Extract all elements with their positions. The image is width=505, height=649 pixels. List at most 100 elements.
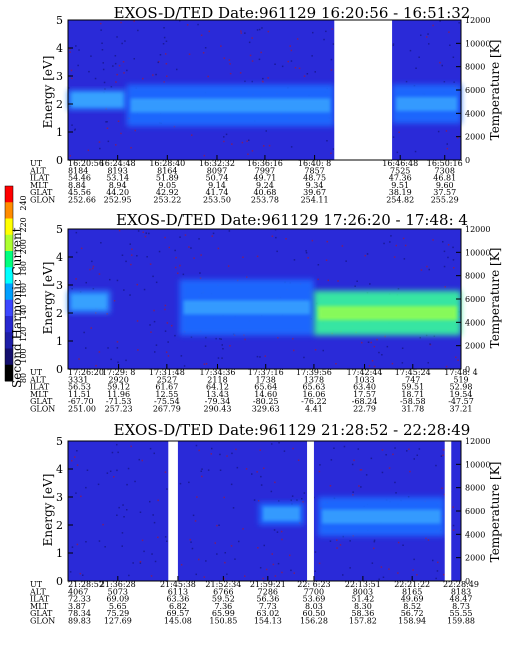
noise-pixel: [100, 242, 102, 244]
noise-pixel: [113, 476, 115, 478]
noise-pixel: [389, 241, 391, 243]
noise-pixel: [230, 545, 233, 547]
orbit-cell: 8.30: [354, 602, 372, 611]
orbit-cell: 290.43: [203, 405, 231, 414]
noise-pixel: [247, 153, 249, 155]
noise-pixel: [369, 283, 371, 285]
noise-pixel: [388, 467, 391, 469]
noise-pixel: [439, 61, 441, 64]
noise-pixel: [149, 447, 152, 450]
y2-tick-label: 8000: [465, 272, 485, 281]
noise-pixel: [265, 130, 267, 132]
noise-pixel: [153, 320, 156, 323]
orbit-cell: -67.70: [68, 397, 94, 406]
noise-pixel: [416, 454, 418, 456]
orbit-row-label: UT: [30, 368, 43, 377]
noise-pixel: [129, 243, 131, 245]
noise-pixel: [163, 36, 166, 39]
noise-pixel: [158, 250, 161, 253]
noise-pixel: [218, 524, 220, 526]
noise-pixel: [83, 331, 85, 334]
intensity-core: [396, 97, 457, 111]
noise-pixel: [78, 49, 80, 51]
y-tick-label: 5: [56, 435, 63, 448]
noise-pixel: [174, 249, 176, 252]
noise-pixel: [203, 363, 206, 365]
noise-pixel: [330, 459, 333, 461]
noise-pixel: [121, 42, 123, 45]
y2-tick-label: 6000: [465, 295, 485, 304]
noise-pixel: [335, 363, 337, 365]
noise-pixel: [390, 235, 392, 237]
noise-pixel: [281, 571, 283, 574]
noise-pixel: [426, 265, 428, 268]
noise-pixel: [166, 75, 168, 77]
y-tick-label: 0: [56, 575, 63, 588]
noise-pixel: [97, 483, 100, 486]
orbit-cell: 69.57: [166, 609, 189, 618]
noise-pixel: [151, 553, 153, 555]
noise-pixel: [164, 471, 167, 473]
noise-pixel: [317, 264, 320, 266]
orbit-cell: 158.94: [398, 617, 426, 626]
orbit-cell: -79.34: [205, 397, 231, 406]
noise-pixel: [124, 40, 126, 42]
noise-pixel: [95, 364, 97, 367]
noise-pixel: [290, 499, 292, 502]
noise-pixel: [227, 265, 230, 267]
orbit-cell: 64.12: [206, 383, 229, 392]
colorbar-tick-label: 100: [19, 348, 28, 363]
noise-pixel: [207, 75, 209, 78]
orbit-cell: 6113: [168, 587, 188, 596]
orbit-cell: 7.36: [214, 602, 232, 611]
noise-pixel: [437, 130, 440, 133]
noise-pixel: [207, 469, 210, 471]
noise-pixel: [276, 531, 279, 533]
noise-pixel: [221, 357, 223, 359]
noise-pixel: [164, 330, 167, 332]
orbit-cell: 251.00: [68, 405, 96, 414]
noise-pixel: [443, 265, 446, 268]
y-tick-label: 1: [56, 126, 63, 139]
colorbar-segment: [5, 332, 13, 349]
noise-pixel: [87, 149, 90, 152]
noise-pixel: [280, 530, 283, 533]
noise-pixel: [105, 121, 107, 123]
noise-pixel: [144, 235, 147, 238]
orbit-row-label: UT: [30, 159, 43, 168]
orbit-cell: 253.22: [153, 196, 181, 205]
noise-pixel: [92, 265, 95, 268]
noise-pixel: [246, 276, 248, 278]
noise-pixel: [371, 562, 374, 564]
noise-pixel: [229, 345, 231, 347]
noise-pixel: [111, 451, 114, 454]
noise-pixel: [364, 254, 366, 257]
colorbar-segment: [5, 299, 13, 317]
noise-pixel: [106, 127, 109, 129]
noise-pixel: [136, 320, 139, 322]
noise-pixel: [242, 256, 244, 258]
noise-pixel: [132, 562, 134, 564]
noise-pixel: [319, 464, 321, 466]
noise-pixel: [327, 279, 329, 282]
noise-pixel: [246, 140, 248, 142]
noise-pixel: [439, 20, 441, 22]
orbit-cell: 3.87: [68, 602, 86, 611]
noise-pixel: [155, 281, 158, 284]
noise-pixel: [166, 488, 168, 490]
orbit-row-label: ILAT: [30, 174, 50, 183]
noise-pixel: [291, 495, 294, 497]
noise-pixel: [371, 360, 374, 362]
noise-pixel: [447, 256, 449, 259]
colorbar-tick-label: 160: [19, 283, 28, 298]
noise-pixel: [220, 338, 222, 340]
noise-pixel: [231, 143, 233, 145]
noise-pixel: [120, 21, 122, 24]
noise-pixel: [289, 45, 291, 47]
noise-pixel: [278, 500, 280, 502]
y2-tick-label: 8000: [465, 63, 485, 72]
y2-tick-label: 10000: [465, 460, 490, 469]
y-tick-label: 5: [56, 223, 63, 236]
panel-1-title: EXOS-D/TED Date:961129 16:20:56 - 16:51:…: [114, 4, 471, 22]
